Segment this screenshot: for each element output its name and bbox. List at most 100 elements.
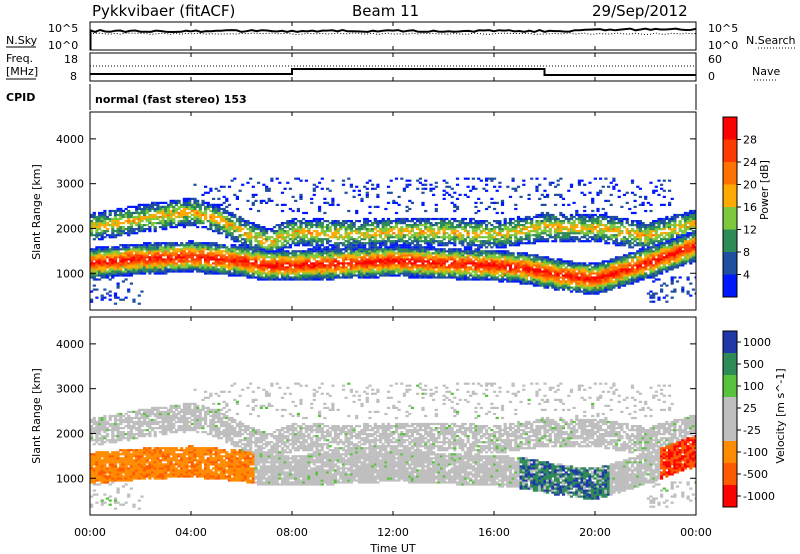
power-cell (556, 236, 560, 239)
power-cell (503, 236, 507, 239)
power-cell (355, 274, 359, 277)
power-cell (166, 262, 171, 265)
power-cell (283, 262, 287, 265)
power-cell (286, 242, 290, 245)
power-cell (267, 262, 271, 265)
power-cell (318, 205, 322, 208)
power-cell (259, 240, 263, 243)
power-cell (344, 226, 348, 229)
power-cell (522, 217, 526, 221)
power-cell (310, 256, 314, 259)
power-cell (495, 238, 499, 241)
power-cell (371, 258, 375, 261)
power-cell (453, 274, 457, 277)
power-cell (98, 220, 102, 223)
power-cell (172, 222, 176, 225)
power-cell (490, 268, 494, 271)
power-cell (95, 262, 99, 265)
power-cell (357, 272, 361, 275)
power-cell (169, 260, 173, 263)
power-cell (556, 264, 560, 267)
power-cell (548, 268, 552, 271)
power-cell (392, 260, 396, 263)
power-cell (458, 264, 462, 267)
power-cell (424, 220, 428, 223)
power-cell (95, 236, 99, 239)
power-cell (583, 234, 587, 237)
power-cell (511, 270, 515, 273)
power-cell (405, 244, 409, 247)
power-cell (238, 189, 242, 192)
power-cell (111, 252, 115, 255)
power-cell (275, 246, 279, 249)
power-cell (328, 256, 332, 259)
power-cell (283, 256, 287, 259)
power-cell (251, 268, 255, 271)
power-cell (302, 228, 306, 231)
power-cell (426, 272, 430, 275)
power-cell (540, 232, 544, 235)
power-cell (477, 276, 481, 279)
power-cell (121, 228, 125, 231)
power-cell (524, 238, 528, 241)
power-cell (265, 274, 269, 277)
power-cell (153, 217, 157, 221)
power-cell (479, 258, 483, 261)
power-cell (426, 246, 430, 249)
power-cell (561, 220, 566, 223)
power-cell (429, 217, 433, 221)
power-cell (294, 228, 298, 231)
power-cell (519, 280, 523, 283)
power-cell (479, 254, 483, 257)
power-cell (145, 242, 149, 245)
power-cell (254, 250, 258, 253)
power-cell (379, 244, 383, 247)
power-cell (511, 268, 515, 271)
power-cell (405, 224, 409, 227)
power-cell (514, 264, 518, 267)
power-cell (516, 215, 521, 219)
power-cell (105, 292, 110, 295)
power-cell (105, 234, 110, 237)
power-cell (251, 250, 255, 253)
power-cell (119, 274, 123, 277)
power-cell (453, 230, 457, 233)
power-cell (323, 256, 327, 259)
power-cell (127, 217, 131, 221)
power-cell (543, 256, 547, 259)
power-cell (140, 254, 144, 257)
power-cell (111, 220, 115, 223)
power-cell (535, 238, 539, 241)
power-cell (310, 276, 314, 279)
power-cell (508, 274, 513, 277)
power-cell (551, 278, 555, 281)
power-cell (127, 272, 131, 275)
power-cell (535, 268, 539, 271)
power-cell (315, 240, 319, 243)
power-cell (90, 213, 94, 217)
power-cell (140, 244, 144, 247)
power-cell (172, 220, 176, 223)
power-cell (575, 284, 579, 287)
power-cell (254, 193, 258, 196)
power-cell (373, 217, 377, 221)
power-cell (169, 264, 173, 267)
power-cell (315, 252, 319, 255)
power-cell (538, 228, 542, 231)
power-cell (469, 242, 473, 245)
power-cell (442, 276, 446, 279)
power-cell (432, 260, 436, 263)
power-cell (463, 258, 467, 261)
power-cell (124, 228, 128, 231)
power-cell (500, 224, 505, 227)
power-cell (161, 254, 165, 257)
power-cell (514, 280, 518, 283)
power-cell (341, 272, 346, 275)
power-cell (482, 250, 486, 253)
power-cell (373, 272, 377, 275)
power-cell (376, 222, 380, 225)
power-cell (201, 266, 205, 269)
power-cell (166, 213, 171, 217)
power-cell (291, 217, 295, 221)
power-cell (230, 248, 234, 251)
